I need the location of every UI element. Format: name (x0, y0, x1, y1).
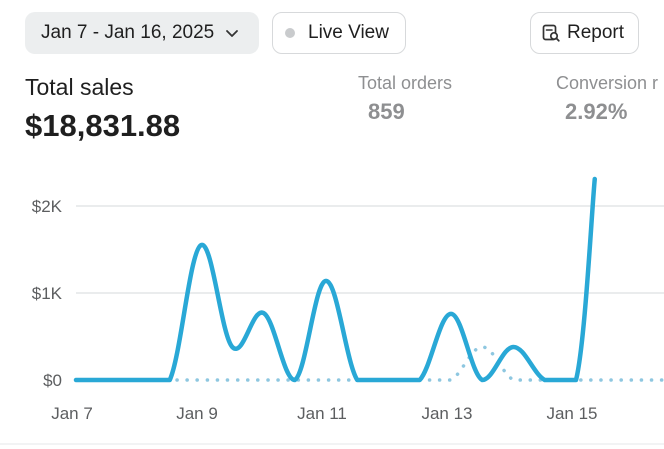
live-view-button[interactable]: Live View (272, 12, 406, 54)
live-view-label: Live View (308, 22, 389, 43)
report-label: Report (567, 22, 625, 43)
live-status-dot-icon (285, 28, 295, 38)
sales-series-line (73, 176, 597, 383)
y-tick-label: $1K (32, 284, 63, 303)
total-sales-label: Total sales (25, 74, 134, 100)
x-tick-label: Jan 9 (176, 404, 218, 423)
chevron-down-icon (224, 25, 240, 41)
date-range-label: Jan 7 - Jan 16, 2025 (41, 22, 215, 43)
chart-series (73, 176, 664, 383)
total-sales-value: $18,831.88 (25, 108, 181, 143)
conversion-rate-label[interactable]: Conversion r (556, 73, 659, 93)
y-axis-ticks: $0 $1K $2K (32, 197, 63, 390)
chart-gridlines (76, 205, 664, 294)
total-orders-label[interactable]: Total orders (358, 73, 453, 93)
total-orders-value: 859 (368, 99, 405, 124)
x-tick-label: Jan 7 (51, 404, 93, 423)
sales-chart: $0 $1K $2K Jan 7 Jan 9 Jan 11 Jan 13 Jan 15 (0, 176, 664, 445)
x-tick-label: Jan 11 (297, 404, 347, 423)
y-tick-label: $0 (43, 371, 62, 390)
conversion-rate-value: 2.92% (565, 99, 628, 124)
x-axis-ticks: Jan 7 Jan 9 Jan 11 Jan 13 Jan 15 (51, 404, 597, 423)
y-tick-label: $2K (32, 197, 63, 216)
x-tick-label: Jan 15 (546, 404, 597, 423)
date-range-button[interactable]: Jan 7 - Jan 16, 2025 (25, 12, 259, 54)
report-button[interactable]: Report (530, 12, 639, 54)
report-icon (542, 24, 560, 42)
x-tick-label: Jan 13 (421, 404, 472, 423)
